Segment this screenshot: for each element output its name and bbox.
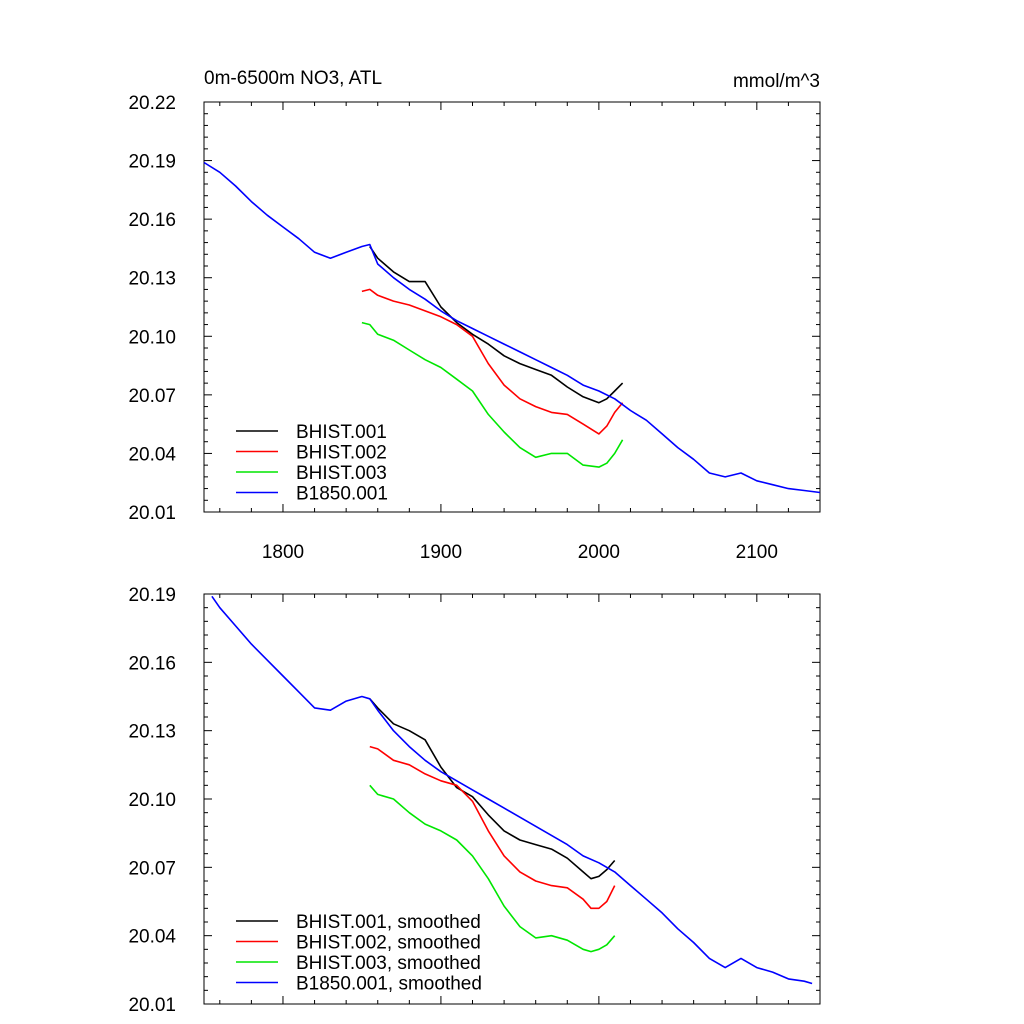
chart-panel-bottom: 20.01 20.04 20.07 20.10 20.13 20.16 20.19 BHIS…: [128, 585, 821, 1016]
y-tick-label: 20.16: [128, 210, 176, 231]
x-tick-label: 1900: [420, 542, 462, 563]
legend-label: BHIST.002: [296, 443, 387, 464]
series-lines: [211, 595, 813, 985]
series-lines: [203, 161, 821, 494]
series-line-4: [211, 595, 813, 985]
y-tick-label: 20.22: [128, 93, 176, 114]
y-tick-label: 20.10: [128, 790, 176, 811]
x-tick-label: 2000: [578, 542, 620, 563]
y-tick-label: 20.19: [128, 585, 176, 606]
y-tick-label: 20.13: [128, 269, 176, 290]
legend-label: B1850.001, smoothed: [296, 974, 482, 995]
y-tick-label: 20.04: [128, 444, 176, 465]
legend-label: BHIST.003, smoothed: [296, 953, 481, 974]
x-tick-label: 1800: [262, 542, 304, 563]
axis-tick-labels: 20.01 20.04 20.07 20.10 20.13 20.16 20.19: [128, 585, 176, 1016]
axis-ticks: [204, 101, 821, 513]
x-tick-label: 2100: [736, 542, 778, 563]
axis-tick-labels: 20.01 20.04 20.07 20.10 20.13 20.16 20.19 20.22…: [128, 93, 778, 563]
series-line-3: [361, 321, 624, 468]
y-tick-label: 20.01: [128, 995, 176, 1016]
legend-label: B1850.001: [296, 484, 388, 505]
plot-frame: [203, 101, 821, 513]
chart-panel-top: 0m-6500m NO3, ATL mmol/m^3 20.0120.0420.…: [128, 68, 821, 563]
y-tick-label: 20.16: [128, 653, 176, 674]
units-label: mmol/m^3: [733, 71, 820, 92]
series-line-1: [369, 246, 624, 404]
series-line-1: [369, 698, 616, 880]
chart-title: 0m-6500m NO3, ATL: [204, 68, 382, 89]
y-tick-label: 20.01: [128, 503, 176, 524]
legend-label: BHIST.001: [296, 422, 387, 443]
y-tick-label: 20.10: [128, 327, 176, 348]
legend-label: BHIST.002, smoothed: [296, 933, 481, 954]
legend-label: BHIST.003: [296, 463, 387, 484]
y-tick-label: 20.07: [128, 386, 176, 407]
series-line-3: [369, 784, 616, 953]
legend-label: BHIST.001, smoothed: [296, 912, 481, 933]
y-tick-label: 20.04: [128, 927, 176, 948]
series-line-2: [369, 745, 616, 910]
y-tick-label: 20.07: [128, 858, 176, 879]
axis-ticks: [204, 593, 821, 1005]
series-line-4: [203, 161, 821, 494]
y-tick-label: 20.13: [128, 722, 176, 743]
y-tick-label: 20.19: [128, 152, 176, 173]
series-line-2: [361, 288, 624, 435]
